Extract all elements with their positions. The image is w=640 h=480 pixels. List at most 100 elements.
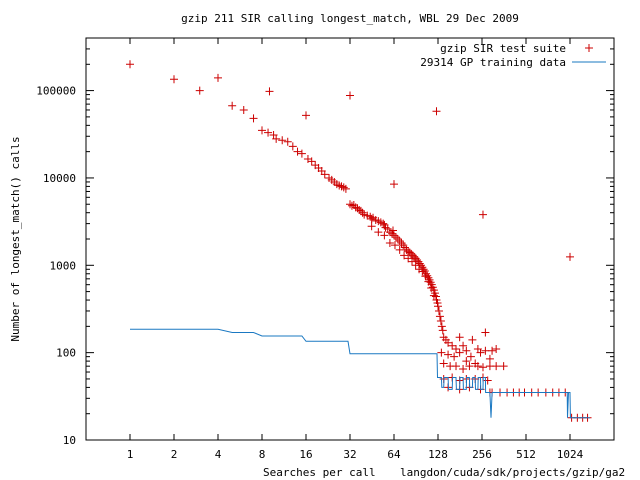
data-point <box>367 214 376 223</box>
legend-label-test-suite: gzip SIR test suite <box>440 42 566 55</box>
x-tick-label: 4 <box>215 448 222 461</box>
data-point <box>427 283 436 292</box>
data-point <box>478 363 487 372</box>
data-point <box>459 341 468 350</box>
x-tick-label: 8 <box>259 448 266 461</box>
data-point <box>423 271 432 280</box>
data-point <box>488 346 497 355</box>
data-point <box>358 208 367 217</box>
data-point <box>434 306 443 315</box>
data-point <box>264 128 273 137</box>
data-point <box>408 257 417 266</box>
data-point <box>249 114 258 123</box>
data-point <box>473 362 482 371</box>
data-point <box>302 111 310 120</box>
data-point <box>390 241 399 250</box>
data-point <box>434 302 442 311</box>
data-point <box>399 241 408 250</box>
data-point <box>435 312 444 321</box>
data-point <box>478 210 487 219</box>
data-point <box>341 184 350 193</box>
data-point <box>485 354 494 363</box>
data-point <box>283 137 292 146</box>
data-point <box>278 136 287 145</box>
data-point <box>448 341 457 350</box>
data-point <box>228 101 237 110</box>
legend-plus-marker <box>585 44 593 52</box>
legend: gzip SIR test suite 29314 GP training da… <box>420 42 606 69</box>
data-point <box>432 107 441 116</box>
x-tick-label: 32 <box>343 448 356 461</box>
data-point <box>499 362 508 371</box>
data-point <box>459 364 468 373</box>
data-point <box>320 170 329 179</box>
data-point <box>239 105 248 114</box>
data-point <box>462 357 471 366</box>
series-layer <box>126 60 592 422</box>
data-point <box>288 142 297 151</box>
data-point <box>297 149 306 158</box>
data-point <box>397 238 406 247</box>
data-point <box>466 352 475 361</box>
chart-title: gzip 211 SIR calling longest_match, WBL … <box>181 12 519 25</box>
x-tick-label: 64 <box>387 448 401 461</box>
x-axis: 1 2 4 8 16 32 64 128 256 512 1024 <box>127 38 584 461</box>
data-point <box>395 245 404 254</box>
series-1 <box>130 328 590 419</box>
data-point <box>374 228 383 237</box>
data-point <box>404 254 413 263</box>
data-point <box>444 338 453 347</box>
x-tick-label: 256 <box>472 448 492 461</box>
data-point <box>400 251 409 260</box>
data-point <box>468 335 477 344</box>
data-point <box>195 86 204 95</box>
data-point <box>339 183 348 192</box>
data-point <box>439 359 448 368</box>
data-point <box>126 60 134 69</box>
data-point <box>411 261 420 270</box>
x-tick-label: 2 <box>171 448 178 461</box>
data-point <box>481 346 490 355</box>
x-tick-label: 512 <box>516 448 536 461</box>
data-point <box>265 87 274 96</box>
data-point <box>450 352 459 361</box>
data-point <box>346 200 354 209</box>
data-point <box>293 147 302 156</box>
y-tick-label: 1000 <box>50 259 77 272</box>
data-point <box>431 292 440 301</box>
data-point <box>170 75 178 84</box>
series-line <box>130 328 590 419</box>
data-point <box>385 238 394 247</box>
data-point <box>421 272 430 281</box>
data-point <box>436 317 445 326</box>
data-point <box>418 267 427 276</box>
data-point <box>492 362 501 371</box>
data-point <box>566 252 574 261</box>
data-point <box>391 233 400 242</box>
data-point <box>347 201 356 210</box>
data-point <box>390 180 398 189</box>
y-tick-label: 10 <box>63 434 76 447</box>
y-tick-label: 10000 <box>43 172 76 185</box>
data-point <box>429 291 438 300</box>
data-point <box>272 134 281 143</box>
x-tick-label: 128 <box>428 448 448 461</box>
x-axis-label: Searches per call <box>263 466 376 479</box>
data-point <box>380 231 389 240</box>
data-point <box>258 126 266 135</box>
data-point <box>444 350 453 359</box>
legend-marker-test-suite <box>585 44 593 52</box>
data-point <box>437 322 446 331</box>
x-path-label: langdon/cuda/sdk/projects/gzip/ga2 <box>400 466 625 479</box>
data-point <box>390 231 398 240</box>
x-tick-label: 1024 <box>557 448 584 461</box>
data-point <box>367 222 376 231</box>
data-point <box>438 326 447 335</box>
y-axis-label: Number of longest_match() calls <box>9 136 22 341</box>
data-point <box>356 206 365 215</box>
data-point <box>455 348 464 357</box>
data-point <box>492 345 501 354</box>
data-point <box>476 348 485 357</box>
x-tick-label: 1 <box>127 448 134 461</box>
